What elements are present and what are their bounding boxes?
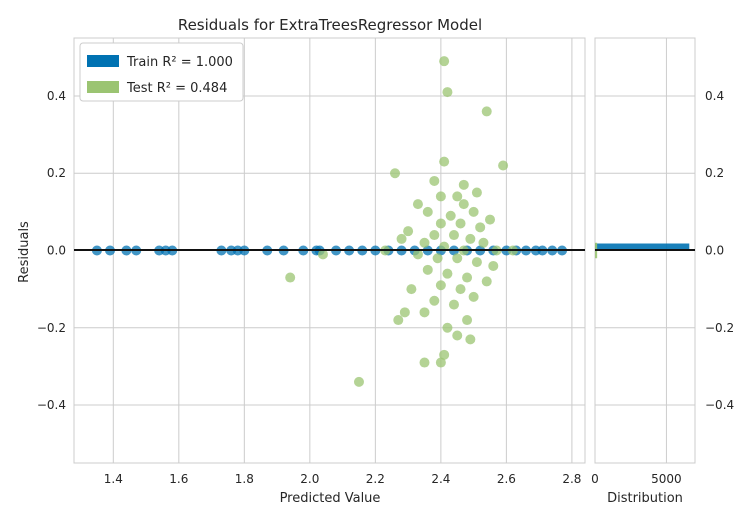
y-tick-label: −0.2 <box>37 321 66 335</box>
legend-swatch-test <box>87 81 119 93</box>
test-point <box>442 322 453 333</box>
x-tick-label: 1.6 <box>169 472 188 486</box>
legend: Train R² = 1.000 Test R² = 0.484 <box>79 42 244 102</box>
y-axis-label: Residuals <box>17 221 32 283</box>
test-point <box>481 276 492 287</box>
y-tick-label: 0.2 <box>47 166 66 180</box>
distribution-y-tick-label: 0.0 <box>705 244 724 258</box>
test-point <box>468 291 479 302</box>
test-point <box>498 160 509 171</box>
test-point <box>396 233 407 244</box>
test-point <box>419 237 430 248</box>
test-point <box>445 210 456 221</box>
distribution-axis-label: Distribution <box>607 491 683 506</box>
test-point <box>485 214 496 225</box>
test-point <box>458 179 469 190</box>
distribution-x-tick-label: 5000 <box>651 472 682 486</box>
x-tick-label: 2.8 <box>562 472 581 486</box>
x-tick-label: 1.8 <box>235 472 254 486</box>
test-point <box>462 315 473 326</box>
test-point <box>448 230 459 241</box>
test-point <box>465 334 476 345</box>
y-tick-labels: −0.4 −0.2 0.0 0.2 0.4 <box>37 89 66 412</box>
test-point <box>452 253 463 264</box>
test-point <box>435 191 446 202</box>
test-point <box>317 249 328 260</box>
distribution-x-tick-label: 0 <box>591 472 599 486</box>
test-point <box>412 199 423 210</box>
test-point <box>471 187 482 198</box>
test-point <box>353 376 364 387</box>
test-point <box>399 307 410 318</box>
y-tick-label: −0.4 <box>37 398 66 412</box>
test-point <box>435 218 446 229</box>
test-point <box>419 307 430 318</box>
test-point <box>412 249 423 260</box>
y-tick-label: 0.4 <box>47 89 66 103</box>
test-point <box>481 106 492 117</box>
test-point <box>442 87 453 98</box>
test-point <box>432 253 443 264</box>
test-point <box>462 272 473 283</box>
x-tick-label: 2.4 <box>431 472 450 486</box>
test-point <box>465 233 476 244</box>
distribution-y-tick-labels: −0.4 −0.2 0.0 0.2 0.4 <box>705 89 734 412</box>
x-tick-label: 2.0 <box>300 472 319 486</box>
legend-label-train: Train R² = 1.000 <box>126 55 233 70</box>
x-tick-label: 2.2 <box>366 472 385 486</box>
test-point <box>458 199 469 210</box>
y-tick-label: 0.0 <box>47 244 66 258</box>
test-point <box>393 315 404 326</box>
x-tick-labels: 1.4 1.6 1.8 2.0 2.2 2.4 2.6 2.8 <box>104 472 582 486</box>
legend-swatch-train <box>87 55 119 67</box>
test-point <box>478 237 489 248</box>
test-point <box>452 330 463 341</box>
test-point <box>429 175 440 186</box>
x-tick-label: 1.4 <box>104 472 123 486</box>
test-point <box>475 222 486 233</box>
test-point <box>429 230 440 241</box>
test-point <box>390 168 401 179</box>
test-point <box>442 268 453 279</box>
test-point <box>452 191 463 202</box>
distribution-y-tick-label: −0.2 <box>705 321 734 335</box>
distribution-x-tick-labels: 0 5000 <box>591 472 682 486</box>
test-point <box>468 206 479 217</box>
test-point <box>429 295 440 306</box>
x-tick-label: 2.6 <box>497 472 516 486</box>
distribution-y-tick-label: 0.2 <box>705 166 724 180</box>
distribution-y-tick-label: 0.4 <box>705 89 724 103</box>
test-point <box>439 349 450 360</box>
test-point <box>439 56 450 67</box>
test-point <box>455 218 466 229</box>
test-point <box>488 260 499 271</box>
distribution-y-tick-label: −0.4 <box>705 398 734 412</box>
train-series <box>91 245 568 256</box>
test-point <box>435 280 446 291</box>
test-point <box>439 156 450 167</box>
distribution-bar <box>595 243 690 251</box>
test-point <box>435 357 446 368</box>
test-point <box>422 264 433 275</box>
test-series <box>285 56 518 387</box>
test-point <box>285 272 296 283</box>
legend-label-test: Test R² = 0.484 <box>126 81 227 96</box>
test-point <box>403 226 414 237</box>
test-point <box>455 284 466 295</box>
legend-box <box>79 42 244 102</box>
chart-title: Residuals for ExtraTreesRegressor Model <box>178 16 482 34</box>
test-point <box>422 206 433 217</box>
test-point <box>406 284 417 295</box>
test-point <box>471 257 482 268</box>
test-point <box>448 299 459 310</box>
x-axis-label: Predicted Value <box>280 491 381 506</box>
test-point <box>419 357 430 368</box>
